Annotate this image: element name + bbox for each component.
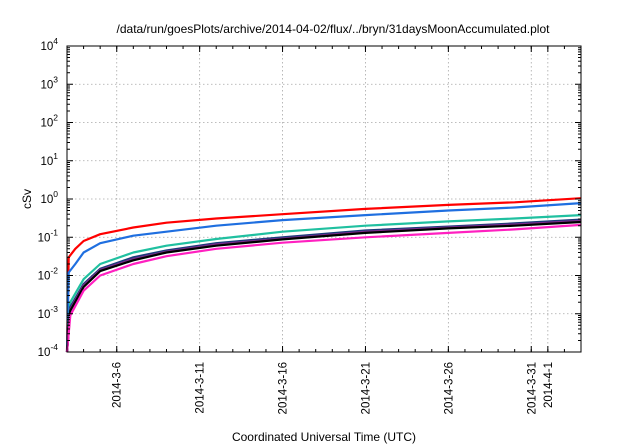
x-axis-label: Coordinated Universal Time (UTC) (232, 430, 416, 444)
x-tick-label: 2014-3-11 (195, 362, 207, 414)
y-tick-label: 10-3 (38, 304, 59, 321)
x-tick-label: 2014-3-16 (278, 362, 290, 414)
series-line-6 (65, 220, 582, 353)
y-tick-label: 103 (40, 74, 58, 91)
y-tick-label: 10-4 (38, 342, 59, 359)
x-tick-labels: 2014-3-6 2014-3-11 2014-3-16 2014-3-21 2014-… (112, 362, 555, 414)
series-line-1 (65, 197, 582, 353)
y-tick-labels: 10-4 10-3 10-2 10-1 100 101 102 103 104 (38, 36, 59, 359)
y-tick-label: 10-1 (38, 227, 59, 244)
x-tick-label: 2014-3-26 (443, 362, 455, 414)
x-tick-label: 2014-4-1 (543, 362, 555, 408)
series-line-3 (65, 214, 582, 353)
y-tick-label: 10-2 (38, 266, 59, 283)
y-tick-label: 101 (40, 151, 58, 168)
x-tick-label: 2014-3-21 (360, 362, 372, 414)
x-tick-label: 2014-3-6 (112, 362, 124, 408)
chart-title: /data/run/goesPlots/archive/2014-04-02/f… (117, 22, 551, 36)
x-tick-label: 2014-3-31 (526, 362, 538, 414)
grid-lines (67, 46, 581, 352)
y-tick-label: 102 (40, 113, 58, 130)
series-line-2 (65, 202, 582, 353)
y-tick-label: 104 (40, 36, 58, 53)
series-lines (65, 197, 582, 353)
axis-ticks (67, 45, 581, 353)
y-axis-label: cSv (20, 189, 34, 209)
series-line-7 (65, 223, 582, 353)
y-tick-label: 100 (40, 189, 58, 206)
